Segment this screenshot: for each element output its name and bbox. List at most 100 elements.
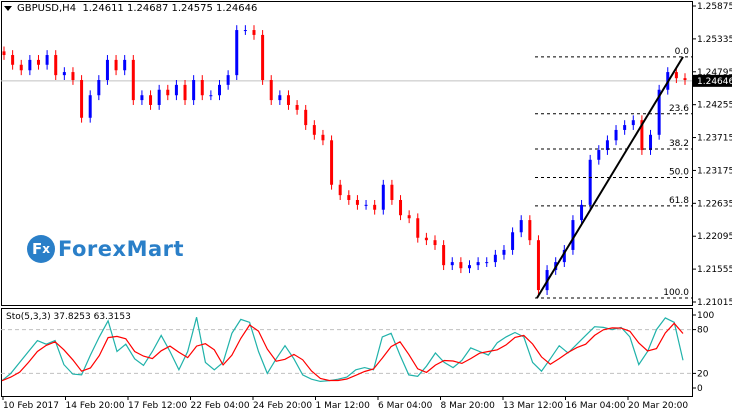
- time-tick-label: 13 Mar 12:00: [503, 401, 563, 411]
- candle-body: [399, 199, 403, 216]
- candle-body: [519, 220, 523, 233]
- candle-body: [528, 220, 532, 241]
- fib-level-label: 100.0: [663, 288, 689, 298]
- candle-body: [562, 249, 566, 263]
- candle-body: [28, 59, 32, 71]
- candle-body: [321, 134, 325, 141]
- candle-body: [493, 254, 497, 263]
- dropdown-triangle-icon[interactable]: [4, 5, 12, 11]
- price-tick-label: 1.22095: [697, 232, 732, 242]
- candle-body: [2, 51, 6, 56]
- stochastic-label: Sto(5,3,3) 37.8253 63.3153: [6, 312, 131, 322]
- candle-body: [62, 72, 66, 76]
- price-tick-label: 1.23715: [697, 134, 732, 144]
- price-tick-label: 1.24255: [697, 101, 732, 111]
- candle-body: [140, 95, 144, 101]
- price-tick-label: 1.25875: [697, 2, 732, 12]
- candle-body: [502, 249, 506, 255]
- logo-name: ForexMart: [58, 237, 185, 261]
- symbol-label: GBPUSD,H4: [17, 3, 77, 14]
- candle-body: [511, 232, 515, 250]
- time-tick-label: 17 Feb 12:00: [128, 401, 187, 411]
- candle-body: [174, 84, 178, 96]
- fib-trendline: [536, 56, 684, 299]
- candle-body: [226, 75, 230, 85]
- candle-body: [192, 80, 196, 101]
- candle-body: [407, 215, 411, 219]
- candle-body: [674, 72, 678, 79]
- candle-body: [286, 95, 290, 105]
- fib-level-label: 38.2: [669, 139, 689, 149]
- candle-body: [442, 245, 446, 266]
- candle-body: [416, 218, 420, 238]
- main-pane-frame: [1, 1, 693, 306]
- candle-body: [36, 59, 40, 65]
- stochastic-tick-label: 20: [697, 369, 709, 379]
- candle-body: [19, 64, 23, 71]
- candle-body: [80, 80, 84, 118]
- candle-body: [218, 84, 222, 96]
- stochastic-pane-frame: [1, 308, 693, 397]
- candle-body: [97, 80, 101, 96]
- stochastic-signal-line: [1, 322, 684, 382]
- candle-body: [381, 184, 385, 210]
- candle-body: [157, 89, 161, 105]
- candle-body: [54, 55, 58, 76]
- candle-body: [269, 80, 273, 101]
- time-tick-label: 1 Mar 12:00: [316, 401, 371, 411]
- candle-body: [536, 240, 540, 291]
- candle-body: [450, 262, 454, 266]
- price-tick-label: 1.23175: [697, 166, 732, 176]
- candle-body: [649, 134, 653, 151]
- candle-body: [105, 59, 109, 80]
- time-tick-label: 6 Mar 04:00: [378, 401, 433, 411]
- fib-level-label: 50.0: [669, 167, 689, 177]
- ohlc-values: 1.24611 1.24687 1.24575 1.24646: [82, 3, 258, 14]
- candle-body: [433, 240, 437, 246]
- candle-body: [45, 55, 49, 65]
- stochastic-tick-label: 80: [697, 326, 709, 336]
- candle-body: [459, 262, 463, 269]
- stochastic-main-line: [1, 317, 684, 383]
- candle-body: [597, 150, 601, 160]
- candle-body: [424, 237, 428, 241]
- candle-body: [304, 109, 308, 126]
- current-price-label: 1.24646: [697, 77, 732, 87]
- time-tick-label: 22 Feb 04:00: [191, 401, 250, 411]
- candle-body: [640, 120, 644, 151]
- candle-body: [330, 140, 334, 185]
- candle-body: [123, 59, 127, 71]
- candle-body: [131, 59, 135, 101]
- time-tick-label: 20 Mar 20:00: [628, 401, 688, 411]
- chart-header: GBPUSD,H4 1.24611 1.24687 1.24575 1.2464…: [4, 3, 257, 14]
- candle-body: [355, 199, 359, 205]
- time-tick-label: 10 Feb 2017: [3, 401, 59, 411]
- price-tick-label: 1.25335: [697, 35, 732, 45]
- candle-body: [476, 262, 480, 266]
- candle-body: [580, 204, 584, 221]
- candle-body: [149, 95, 153, 105]
- candle-body: [390, 184, 394, 200]
- current-price-badge: [693, 74, 732, 87]
- candle-body: [312, 125, 316, 135]
- candle-body: [631, 120, 635, 126]
- candle-body: [71, 72, 75, 80]
- candle-body: [347, 195, 351, 200]
- candle-body: [252, 30, 256, 35]
- candle-body: [571, 220, 575, 250]
- candle-body: [235, 30, 239, 76]
- candle-body: [373, 204, 377, 210]
- candle-body: [657, 89, 661, 135]
- candle-body: [295, 104, 299, 110]
- candle-body: [588, 159, 592, 205]
- time-tick-label: 24 Feb 20:00: [253, 401, 312, 411]
- candle-body: [200, 80, 204, 96]
- stochastic-tick-label: 100: [697, 311, 714, 321]
- price-tick-label: 1.21555: [697, 265, 732, 275]
- candle-body: [278, 95, 282, 101]
- candle-body: [166, 89, 170, 96]
- fib-level-label: 61.8: [669, 196, 689, 206]
